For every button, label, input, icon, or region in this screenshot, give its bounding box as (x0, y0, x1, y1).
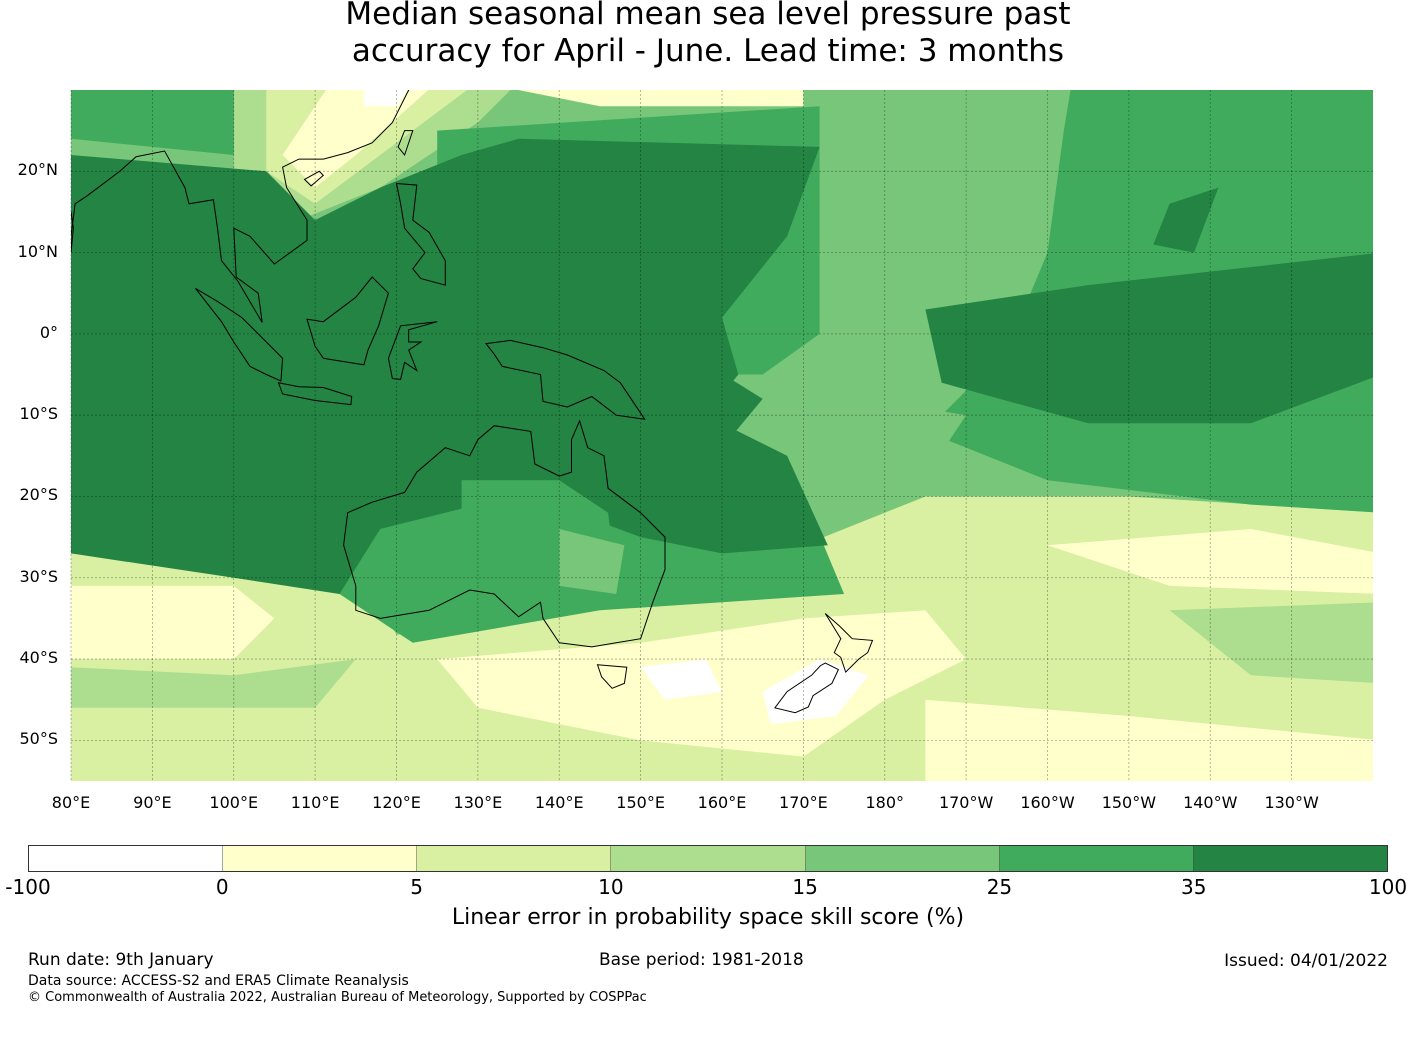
latitude-label: 40°S (19, 648, 58, 668)
colorbar-segment (999, 846, 1194, 871)
longitude-label: 150°W (1101, 793, 1157, 812)
skill-region (71, 138, 828, 595)
issued-date: Issued: 04/01/2022 (1224, 951, 1388, 971)
longitude-label: 130°E (453, 793, 503, 812)
title-line-1: Median seasonal mean sea level pressure … (345, 0, 1071, 32)
run-date: Run date: 9th January (28, 950, 214, 970)
colorbar (28, 845, 1388, 872)
longitude-label: 170°E (779, 793, 828, 812)
longitude-label: 130°W (1264, 793, 1319, 812)
title-line-2: accuracy for April - June. Lead time: 3 … (351, 33, 1065, 69)
colorbar-segment (417, 846, 612, 871)
latitude-label: 50°S (19, 729, 58, 749)
skill-region (925, 699, 1373, 781)
skill-region (868, 398, 967, 464)
colorbar-segment (223, 846, 418, 871)
colorbar-segment (805, 846, 1000, 871)
taiwan-coastline (397, 130, 414, 157)
longitude-label: 160°E (697, 793, 747, 812)
latitude-label: 30°S (19, 566, 58, 586)
skill-region (518, 90, 804, 107)
skill-region (363, 90, 408, 107)
new-guinea-coastline (485, 339, 646, 420)
mainland-asia-coastline (71, 90, 410, 323)
skill-region (282, 90, 429, 188)
chart-title: Median seasonal mean sea level pressure … (0, 0, 1416, 70)
skill-region (762, 659, 869, 725)
base-period: Base period: 1981-2018 (599, 950, 804, 970)
colorbar-tick-label: 10 (598, 875, 624, 899)
longitude-label: 140°W (1183, 793, 1238, 812)
longitude-label: 110°E (290, 793, 340, 812)
latitude-label: 10°S (19, 404, 58, 424)
longitude-label: 80°E (51, 793, 91, 812)
latitude-label: 20°N (17, 160, 58, 180)
colorbar-tick-label: 100 (1368, 875, 1408, 899)
sulawesi-coastline (387, 321, 438, 380)
colorbar-tick-label: 25 (986, 875, 1013, 899)
longitude-label: 160°W (1020, 793, 1075, 812)
skill-region (71, 659, 356, 708)
tasmania-coastline (596, 664, 628, 689)
longitude-label: 140°E (534, 793, 584, 812)
colorbar-segment (1193, 846, 1387, 871)
skill-score-map (70, 90, 1373, 781)
longitude-label: 120°E (372, 793, 421, 812)
colorbar-tick-label: 35 (1180, 875, 1207, 899)
philippines-coastline (395, 182, 446, 286)
borneo-coastline (306, 276, 389, 366)
colorbar-tick-label: 0 (215, 875, 229, 899)
sumatra-coastline (195, 287, 284, 382)
skill-region (71, 585, 275, 660)
data-source: Data source: ACCESS-S2 and ERA5 Climate … (28, 973, 409, 989)
latitude-label: 10°N (17, 241, 58, 261)
skill-field (71, 90, 1373, 781)
nz-south-island-coastline (774, 662, 840, 714)
colorbar-tick-label: -100 (5, 875, 51, 899)
colorbar-segment (611, 846, 806, 871)
latitude-label: 0° (39, 322, 58, 342)
longitude-label: 150°E (616, 793, 665, 812)
java-coastline (277, 382, 353, 406)
skill-region (1047, 529, 1373, 594)
nz-north-island-coastline (824, 613, 874, 674)
longitude-label: 90°E (133, 793, 172, 812)
skill-region (1169, 602, 1373, 683)
australia-coastline (343, 419, 666, 648)
skill-region (1153, 187, 1219, 253)
hainan-coastline (303, 170, 325, 187)
longitude-label: 100°E (209, 793, 259, 812)
copyright: © Commonwealth of Australia 2022, Austra… (28, 990, 647, 1005)
longitude-label: 170°W (938, 793, 994, 812)
longitude-label: 180° (865, 793, 905, 812)
skill-region (925, 253, 1373, 424)
colorbar-tick-label: 15 (792, 875, 818, 899)
graticule (70, 90, 1373, 781)
colorbar-segment (29, 846, 224, 871)
latitude-label: 20°S (19, 485, 58, 505)
colorbar-label: Linear error in probability space skill … (451, 905, 965, 930)
skill-region (559, 529, 625, 594)
skill-region (640, 659, 722, 700)
skill-region (640, 358, 763, 448)
colorbar-tick-label: 5 (410, 875, 423, 899)
skill-region (71, 90, 234, 155)
